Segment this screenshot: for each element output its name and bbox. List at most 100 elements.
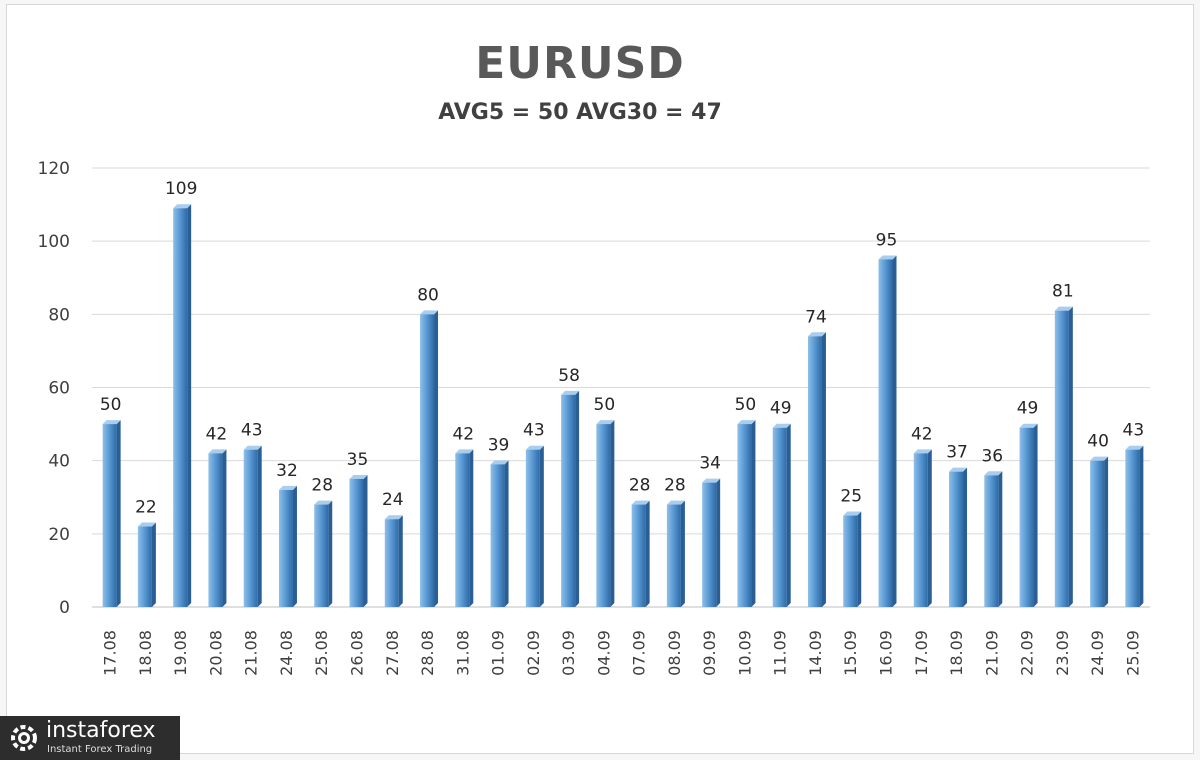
bar [243, 445, 262, 607]
gear-icon [11, 725, 37, 751]
bar-side [998, 471, 1003, 607]
y-tick-label: 0 [59, 598, 70, 618]
bar-front [102, 424, 117, 607]
data-labels: 50 22 109 42 43 32 28 35 24 80 42 39 43 58 50 28 28 34 50 4… [100, 179, 1144, 517]
bar-front [1019, 427, 1034, 607]
data-label: 36 [981, 446, 1003, 466]
data-label: 28 [664, 476, 686, 496]
bar-side [1068, 306, 1073, 607]
data-label: 35 [347, 450, 369, 470]
bar-front [666, 504, 681, 607]
bar-top [208, 449, 227, 454]
bar-front [737, 424, 752, 607]
bar [596, 420, 615, 607]
bar-side [469, 449, 474, 607]
data-label: 34 [699, 454, 721, 474]
x-tick-label: 03.09 [559, 630, 578, 676]
data-label: 43 [241, 421, 263, 441]
bar [666, 500, 685, 607]
bar-side [751, 420, 756, 607]
bar-top [878, 255, 897, 260]
x-tick-label: 08.09 [665, 630, 684, 676]
data-label: 49 [1017, 399, 1039, 419]
data-label: 28 [311, 476, 333, 496]
x-tick-label: 04.09 [594, 630, 613, 676]
bar-top [949, 467, 968, 472]
data-label: 80 [417, 285, 439, 305]
logo-name: instaforex [46, 718, 156, 743]
chart-title: EURUSD [475, 38, 685, 89]
chart-subtitle: AVG5 = 50 AVG30 = 47 [438, 100, 722, 125]
bar-top [596, 420, 615, 425]
bar [1125, 445, 1144, 607]
data-label: 39 [488, 435, 510, 455]
data-label: 37 [946, 443, 968, 463]
bar-top [631, 500, 650, 505]
data-label: 42 [911, 424, 933, 444]
data-label: 40 [1087, 432, 1109, 452]
bar-front [807, 336, 822, 607]
bar-side [716, 478, 721, 607]
bar [1054, 306, 1073, 607]
x-tick-label: 16.09 [877, 630, 896, 676]
y-tick-label: 60 [48, 379, 70, 399]
data-label: 24 [382, 490, 404, 510]
x-tick-label: 10.09 [735, 630, 754, 676]
x-tick-label: 17.09 [912, 630, 931, 676]
bar-front [596, 424, 611, 607]
bar-top [278, 485, 297, 490]
y-tick-label: 100 [38, 232, 70, 252]
bar-side [927, 449, 932, 607]
y-tick-label: 40 [48, 452, 70, 472]
x-tick-label: 07.09 [630, 630, 649, 676]
bar [490, 460, 509, 607]
bar [278, 485, 297, 607]
bar-front [878, 259, 893, 607]
bar-side [963, 467, 968, 607]
bar [807, 332, 826, 607]
chart-frame [6, 4, 1194, 754]
bar-top [772, 423, 791, 428]
instaforex-logo: instaforex Instant Forex Trading [0, 716, 180, 760]
data-label: 50 [735, 395, 757, 415]
bar [772, 423, 791, 607]
data-label: 42 [206, 424, 228, 444]
grid-lines [92, 167, 1150, 608]
x-tick-label: 20.08 [206, 630, 225, 676]
bar [913, 449, 932, 607]
bar-side [363, 474, 368, 607]
bar-side [116, 420, 121, 607]
data-label: 22 [135, 498, 157, 518]
bar-front [243, 449, 258, 607]
data-label: 49 [770, 399, 792, 419]
bar [843, 511, 862, 607]
bar [137, 522, 156, 607]
bar-side [222, 449, 227, 607]
x-tick-label: 19.08 [171, 630, 190, 676]
x-tick-label: 21.08 [242, 630, 261, 676]
bar-top [666, 500, 685, 505]
bar-top [1125, 445, 1144, 450]
y-tick-label: 120 [38, 159, 70, 179]
data-label: 32 [276, 461, 298, 481]
bar-side [434, 310, 439, 607]
y-axis-ticks: 0 20 40 60 80 100 120 [38, 159, 70, 618]
x-tick-label: 18.08 [136, 630, 155, 676]
data-label: 50 [594, 395, 616, 415]
bar-top [525, 445, 544, 450]
x-tick-label: 09.09 [700, 630, 719, 676]
x-axis-ticks: 17.08 18.08 19.08 20.08 21.08 24.08 25.08 26.08… [101, 630, 1143, 676]
bar [737, 420, 756, 607]
bar-front [561, 394, 576, 607]
bar-front [949, 471, 964, 607]
bar-side [504, 460, 509, 607]
data-label: 25 [840, 487, 862, 507]
bar-side [680, 500, 685, 607]
bar [878, 255, 897, 608]
bar-top [807, 332, 826, 337]
bar-front [455, 453, 470, 607]
bar [455, 449, 474, 607]
bars [102, 204, 1144, 608]
bar-front [772, 427, 787, 607]
